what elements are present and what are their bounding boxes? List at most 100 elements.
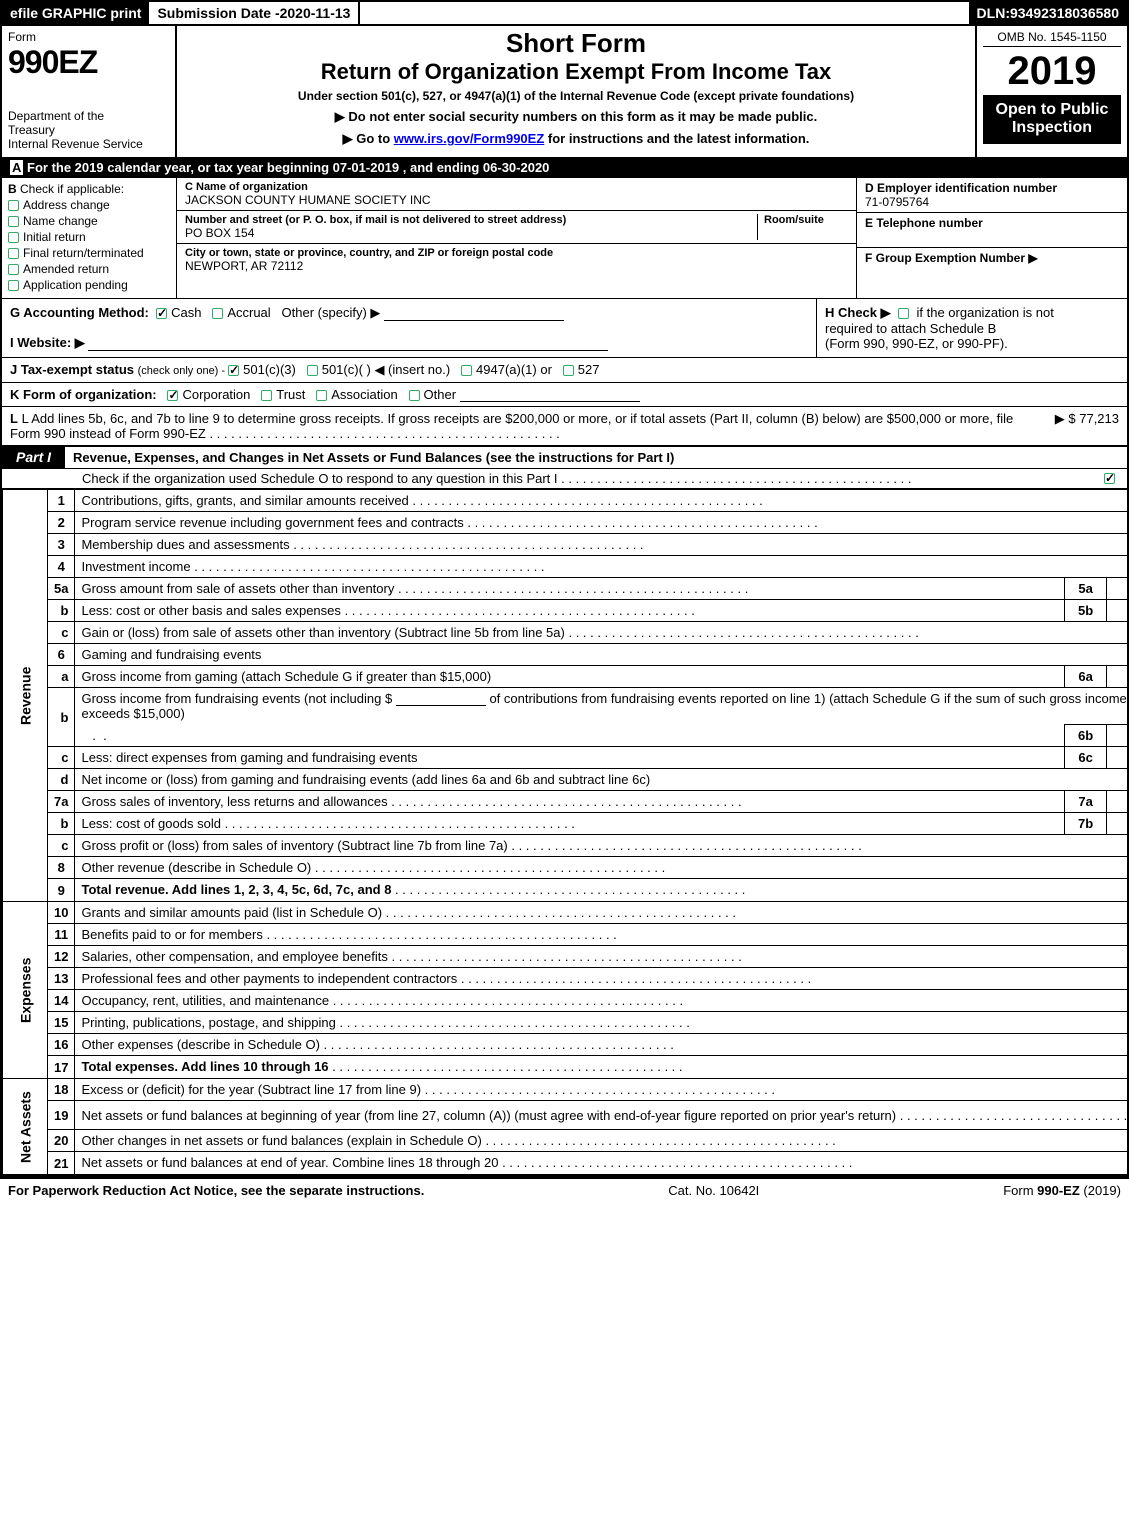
top-bar: efile GRAPHIC print Submission Date - 20… — [0, 0, 1129, 26]
row-8: 8 Other revenue (describe in Schedule O)… — [3, 857, 1129, 879]
l6b-mid: 6b — [1065, 725, 1107, 747]
part1-title: Revenue, Expenses, and Changes in Net As… — [65, 447, 1127, 468]
chk-trust[interactable] — [261, 390, 272, 401]
chk-4947[interactable] — [461, 365, 472, 376]
chk-accrual[interactable] — [212, 308, 223, 319]
l1-num: 1 — [48, 490, 75, 512]
chk-h[interactable] — [898, 308, 909, 319]
irs-link[interactable]: www.irs.gov/Form990EZ — [394, 131, 545, 146]
l15-num: 15 — [48, 1012, 75, 1034]
chk-501c3[interactable] — [228, 365, 239, 376]
l19-num: 19 — [48, 1101, 75, 1130]
j-o1: 501(c)(3) — [243, 362, 296, 377]
l15-desc: Printing, publications, postage, and shi… — [75, 1012, 1129, 1034]
chk-amended-return[interactable] — [8, 264, 19, 275]
i-website-input[interactable] — [88, 337, 608, 351]
part1-sub: Check if the organization used Schedule … — [2, 469, 1127, 489]
h-line1b: if the organization is not — [917, 305, 1054, 320]
part1-sub-text: Check if the organization used Schedule … — [82, 471, 558, 486]
l12-num: 12 — [48, 946, 75, 968]
footer-cat: Cat. No. 10642I — [668, 1183, 759, 1198]
l6c-midval — [1107, 747, 1129, 769]
chk-final-return[interactable] — [8, 248, 19, 259]
l10-num: 10 — [48, 902, 75, 924]
chk-address-change[interactable] — [8, 200, 19, 211]
l6b-amount-input[interactable] — [396, 692, 486, 706]
l6a-desc: Gross income from gaming (attach Schedul… — [75, 666, 1065, 688]
l21-desc: Net assets or fund balances at end of ye… — [81, 1155, 852, 1170]
row-11: 11 Benefits paid to or for members 11 — [3, 924, 1129, 946]
row-15: 15 Printing, publications, postage, and … — [3, 1012, 1129, 1034]
l4-num: 4 — [48, 556, 75, 578]
row-6d: d Net income or (loss) from gaming and f… — [3, 769, 1129, 791]
l6c-desc: Less: direct expenses from gaming and fu… — [75, 747, 1065, 769]
org-name: JACKSON COUNTY HUMANE SOCIETY INC — [185, 193, 848, 207]
h-line2: required to attach Schedule B — [825, 321, 1119, 336]
row-10: Expenses 10 Grants and similar amounts p… — [3, 902, 1129, 924]
l7a-midval: 2,632 — [1107, 791, 1129, 813]
g-label: G Accounting Method: — [10, 305, 149, 320]
l2-desc: Program service revenue including govern… — [75, 512, 1129, 534]
chk-corp[interactable] — [167, 390, 178, 401]
l20-num: 20 — [48, 1130, 75, 1152]
l1-desc: Contributions, gifts, grants, and simila… — [75, 490, 1129, 512]
org-city: NEWPORT, AR 72112 — [185, 259, 848, 273]
goto-pre: ▶ Go to — [343, 131, 394, 146]
efile-print[interactable]: efile GRAPHIC print — [2, 2, 149, 24]
goto-line: ▶ Go to www.irs.gov/Form990EZ for instru… — [185, 131, 967, 147]
c-street-label: Number and street (or P. O. box, if mail… — [185, 214, 751, 226]
dln-value: 93492318036580 — [1010, 5, 1119, 21]
l6d-num: d — [48, 769, 75, 791]
row-5c: c Gain or (loss) from sale of assets oth… — [3, 622, 1129, 644]
row-19a: 19 Net assets or fund balances at beginn… — [3, 1101, 1129, 1108]
chk-assoc[interactable] — [316, 390, 327, 401]
chk-initial-return[interactable] — [8, 232, 19, 243]
j-o3: 4947(a)(1) or — [476, 362, 552, 377]
i-label: I Website: ▶ — [10, 335, 85, 350]
k-other-input[interactable] — [460, 388, 640, 402]
l-amount: $ 77,213 — [1068, 411, 1119, 426]
l3-desc: Membership dues and assessments — [75, 534, 1129, 556]
chk-name-change[interactable] — [8, 216, 19, 227]
l7b-desc: Less: cost of goods sold — [75, 813, 1065, 835]
l3-num: 3 — [48, 534, 75, 556]
chk-schedule-o[interactable] — [1104, 473, 1115, 484]
chk-527[interactable] — [563, 365, 574, 376]
l21-desc-cell: Net assets or fund balances at end of ye… — [75, 1152, 1129, 1175]
chk-application-pending[interactable] — [8, 280, 19, 291]
l-row: L L Add lines 5b, 6c, and 7b to line 9 t… — [2, 406, 1127, 445]
row-9: 9 Total revenue. Add lines 1, 2, 3, 4, 5… — [3, 879, 1129, 902]
spacer — [360, 2, 968, 24]
sidelabel-netassets: Net Assets — [3, 1079, 48, 1175]
form-number: 990EZ — [8, 44, 169, 81]
chk-cash[interactable] — [156, 308, 167, 319]
chk-501c[interactable] — [307, 365, 318, 376]
dept-line1: Department of the — [8, 109, 169, 123]
g-accounting: G Accounting Method: Cash Accrual Other … — [2, 299, 817, 357]
b-opt-0: Address change — [23, 198, 110, 212]
h-line3: (Form 990, 990-EZ, or 990-PF). — [825, 336, 1119, 351]
open-to-public: Open to Public Inspection — [983, 95, 1121, 144]
col-b: B Check if applicable: Address change Na… — [2, 178, 177, 298]
omb-number: OMB No. 1545-1150 — [983, 30, 1121, 47]
col-c: C Name of organization JACKSON COUNTY HU… — [177, 178, 857, 298]
l8-desc: Other revenue (describe in Schedule O) — [75, 857, 1129, 879]
l6b-midval: 13,076 — [1107, 725, 1129, 747]
chk-other-org[interactable] — [409, 390, 420, 401]
gh-row: G Accounting Method: Cash Accrual Other … — [2, 298, 1127, 357]
d-ein-value: 71-0795764 — [865, 195, 1119, 209]
g-other-input[interactable] — [384, 307, 564, 321]
form-word: Form — [8, 30, 169, 44]
row-13: 13 Professional fees and other payments … — [3, 968, 1129, 990]
l18-desc: Excess or (deficit) for the year (Subtra… — [75, 1079, 1129, 1101]
d-ein-label: D Employer identification number — [865, 181, 1119, 195]
l7a-desc: Gross sales of inventory, less returns a… — [75, 791, 1065, 813]
l5b-desc: Less: cost or other basis and sales expe… — [75, 600, 1065, 622]
lines-table: Revenue 1 Contributions, gifts, grants, … — [2, 489, 1129, 1175]
sidelabel-revenue: Revenue — [3, 490, 48, 902]
body: A For the 2019 calendar year, or tax yea… — [0, 157, 1129, 1177]
row-7b: b Less: cost of goods sold 7b 1,212 — [3, 813, 1129, 835]
l2-num: 2 — [48, 512, 75, 534]
l6-num: 6 — [48, 644, 75, 666]
title-short-form: Short Form — [185, 28, 967, 59]
